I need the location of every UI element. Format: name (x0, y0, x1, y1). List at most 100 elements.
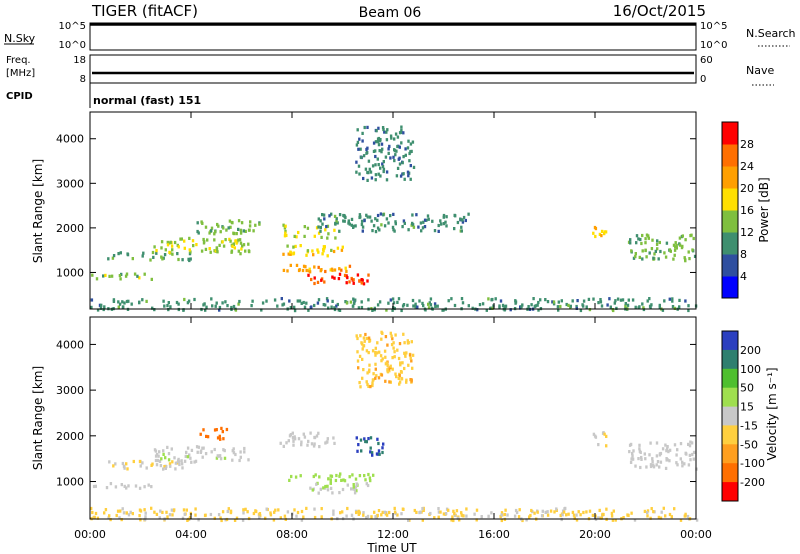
velocity-cell (601, 512, 604, 516)
velocity-cell (171, 513, 174, 517)
power-cell (177, 302, 180, 306)
velocity-colorbar-segment (722, 482, 738, 502)
power-cell (634, 252, 637, 256)
power-cell (301, 268, 305, 273)
power-cell (393, 149, 397, 153)
power-cell (282, 302, 286, 306)
velocity-cell (367, 351, 370, 355)
velocity-cell (350, 487, 353, 491)
power-cell (604, 230, 608, 234)
power-cell (383, 130, 386, 134)
power-cell (273, 298, 277, 302)
velocity-cell (397, 376, 400, 380)
power-cell (321, 213, 324, 217)
power-cell (403, 221, 406, 225)
velocity-cell (303, 435, 307, 439)
velocity-cell (119, 509, 122, 513)
power-cell (579, 308, 583, 313)
power-colorbar-segment (722, 166, 738, 189)
freq-label: Freq. (6, 55, 31, 66)
velocity-cell (356, 350, 359, 354)
velocity-cell (277, 508, 280, 512)
power-panel-frame (89, 111, 697, 310)
power-cell (206, 238, 209, 242)
velocity-cell (377, 441, 380, 446)
power-cell (648, 251, 651, 255)
power-cell (651, 238, 654, 242)
velocity-ylabel: Slant Range [km] (31, 366, 45, 470)
velocity-cell (385, 361, 388, 365)
power-cell (421, 226, 425, 230)
power-cell (442, 308, 445, 312)
velocity-cell (388, 369, 391, 373)
power-cell (166, 304, 169, 308)
power-cell (299, 244, 302, 248)
velocity-cell (371, 381, 374, 385)
x-tick-label: 00:00 (74, 528, 106, 541)
power-cell (399, 130, 403, 134)
velocity-cell (341, 510, 344, 514)
power-cell (551, 300, 554, 304)
power-cell (230, 220, 234, 225)
velocity-cell (676, 463, 679, 467)
velocity-cell (91, 510, 94, 515)
power-cell (663, 251, 666, 255)
velocity-cell (232, 451, 236, 455)
velocity-cell (655, 454, 659, 458)
power-cell (342, 219, 345, 223)
velocity-cell (460, 513, 463, 517)
power-cell (681, 234, 684, 238)
power-cell (396, 144, 399, 149)
velocity-cell (215, 428, 218, 432)
velocity-cell (374, 515, 377, 519)
velocity-cell (649, 463, 653, 467)
power-cell (358, 213, 362, 217)
velocity-cell (372, 473, 375, 477)
power-cell (316, 280, 320, 284)
power-colorbar-tick: 16 (740, 204, 754, 217)
power-cell (179, 237, 182, 241)
power-cell (376, 157, 379, 161)
velocity-cell (631, 451, 634, 456)
power-cell (395, 174, 399, 178)
power-cell (210, 229, 213, 233)
power-cell (656, 239, 659, 243)
power-cell (374, 173, 378, 177)
velocity-cell (216, 436, 220, 440)
power-cell (103, 305, 106, 309)
power-cell (396, 300, 399, 304)
velocity-cell (226, 509, 229, 514)
power-cell (445, 224, 448, 228)
velocity-cell (274, 508, 277, 512)
velocity-cell (460, 511, 463, 515)
power-cell (324, 269, 327, 274)
velocity-cell (368, 476, 372, 480)
power-cell (131, 257, 134, 261)
velocity-cell (490, 511, 493, 515)
power-cell (258, 222, 261, 226)
velocity-cell (536, 510, 539, 514)
power-cell (196, 221, 199, 225)
power-cell (363, 125, 366, 130)
velocity-cell (398, 374, 401, 378)
power-cell (398, 162, 402, 166)
velocity-cell (500, 518, 503, 523)
velocity-cell (162, 467, 165, 471)
velocity-cell (549, 509, 553, 513)
power-cell (423, 225, 427, 229)
power-cell (119, 277, 122, 281)
velocity-cell (413, 508, 416, 513)
velocity-cell (196, 450, 199, 454)
power-cell (325, 297, 329, 301)
velocity-cell (657, 515, 661, 519)
x-tick-label: 08:00 (276, 528, 308, 541)
velocity-cell (388, 380, 391, 384)
power-cell (334, 221, 337, 225)
power-cell (383, 224, 387, 228)
velocity-cell (324, 441, 327, 445)
power-cell (445, 215, 448, 219)
power-cell (646, 299, 649, 303)
velocity-cell (585, 510, 588, 514)
power-cell (338, 213, 342, 217)
x-tick-label: 12:00 (377, 528, 409, 541)
